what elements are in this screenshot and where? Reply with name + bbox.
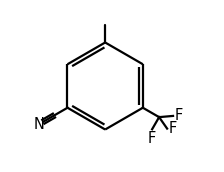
Text: N: N [33,117,44,132]
Text: F: F [175,108,183,123]
Text: F: F [148,131,156,146]
Text: F: F [169,121,177,136]
